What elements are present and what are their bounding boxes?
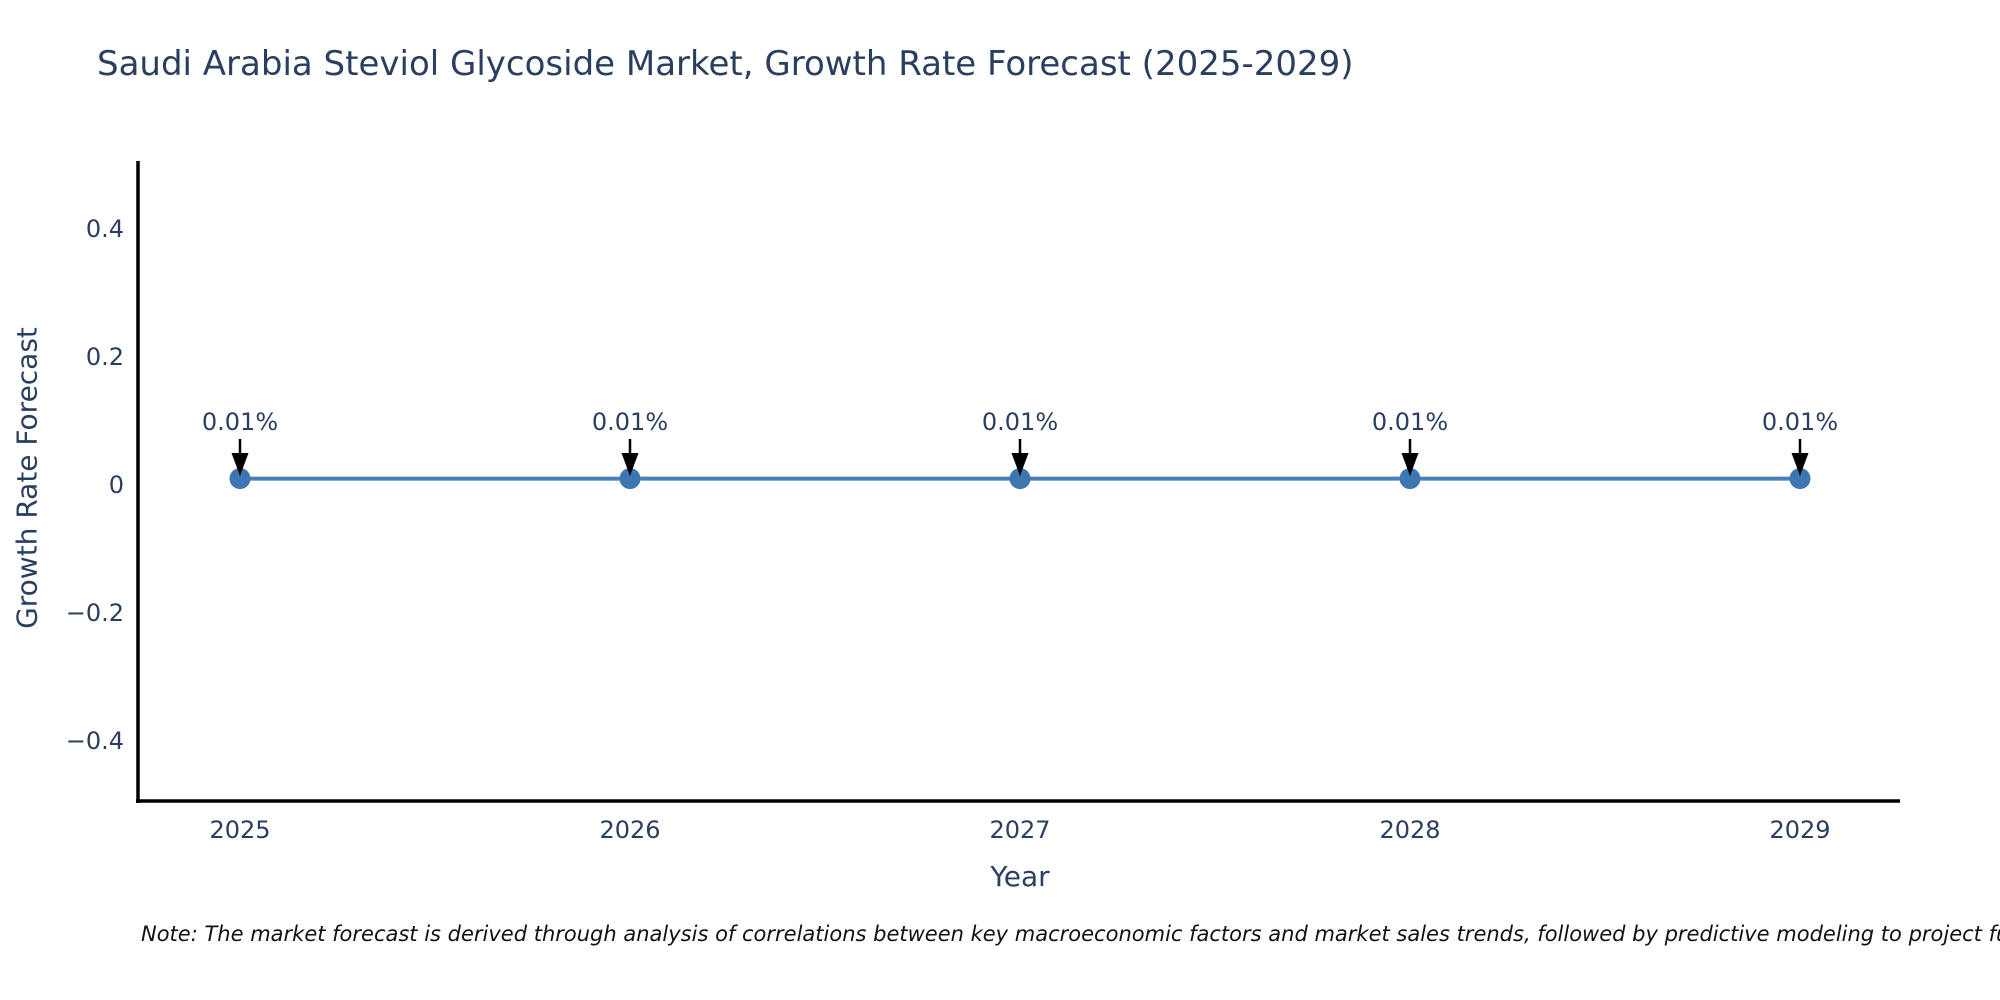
x-tick-label: 2027 — [989, 816, 1050, 844]
x-tick-label: 2029 — [1769, 816, 1830, 844]
chart-title: Saudi Arabia Steviol Glycoside Market, G… — [97, 44, 1354, 84]
data-point-marker[interactable] — [619, 468, 641, 490]
down-arrow-icon — [1791, 453, 1809, 476]
data-point-label: 0.01% — [1372, 408, 1448, 436]
x-tick-label: 2025 — [209, 816, 270, 844]
data-point-label: 0.01% — [982, 408, 1058, 436]
data-point-label: 0.01% — [592, 408, 668, 436]
y-tick-label: 0.2 — [86, 343, 124, 371]
x-tick-label: 2028 — [1379, 816, 1440, 844]
footnote: Note: The market forecast is derived thr… — [141, 922, 2000, 946]
data-point-label: 0.01% — [1762, 408, 1838, 436]
data-point-marker[interactable] — [1399, 468, 1421, 490]
y-tick-label: −0.2 — [66, 599, 124, 627]
down-arrow-icon — [1401, 453, 1419, 476]
down-arrow-icon — [1011, 453, 1029, 476]
down-arrow-icon — [231, 453, 249, 476]
x-axis-title: Year — [990, 860, 1050, 893]
down-arrow-icon — [621, 453, 639, 476]
data-point-marker[interactable] — [1009, 468, 1031, 490]
data-point-label: 0.01% — [202, 408, 278, 436]
data-point-marker[interactable] — [229, 468, 251, 490]
x-tick-label: 2026 — [599, 816, 660, 844]
y-tick-label: 0 — [109, 471, 124, 499]
y-tick-label: 0.4 — [86, 215, 124, 243]
data-point-marker[interactable] — [1789, 468, 1811, 490]
y-tick-label: −0.4 — [66, 727, 124, 755]
